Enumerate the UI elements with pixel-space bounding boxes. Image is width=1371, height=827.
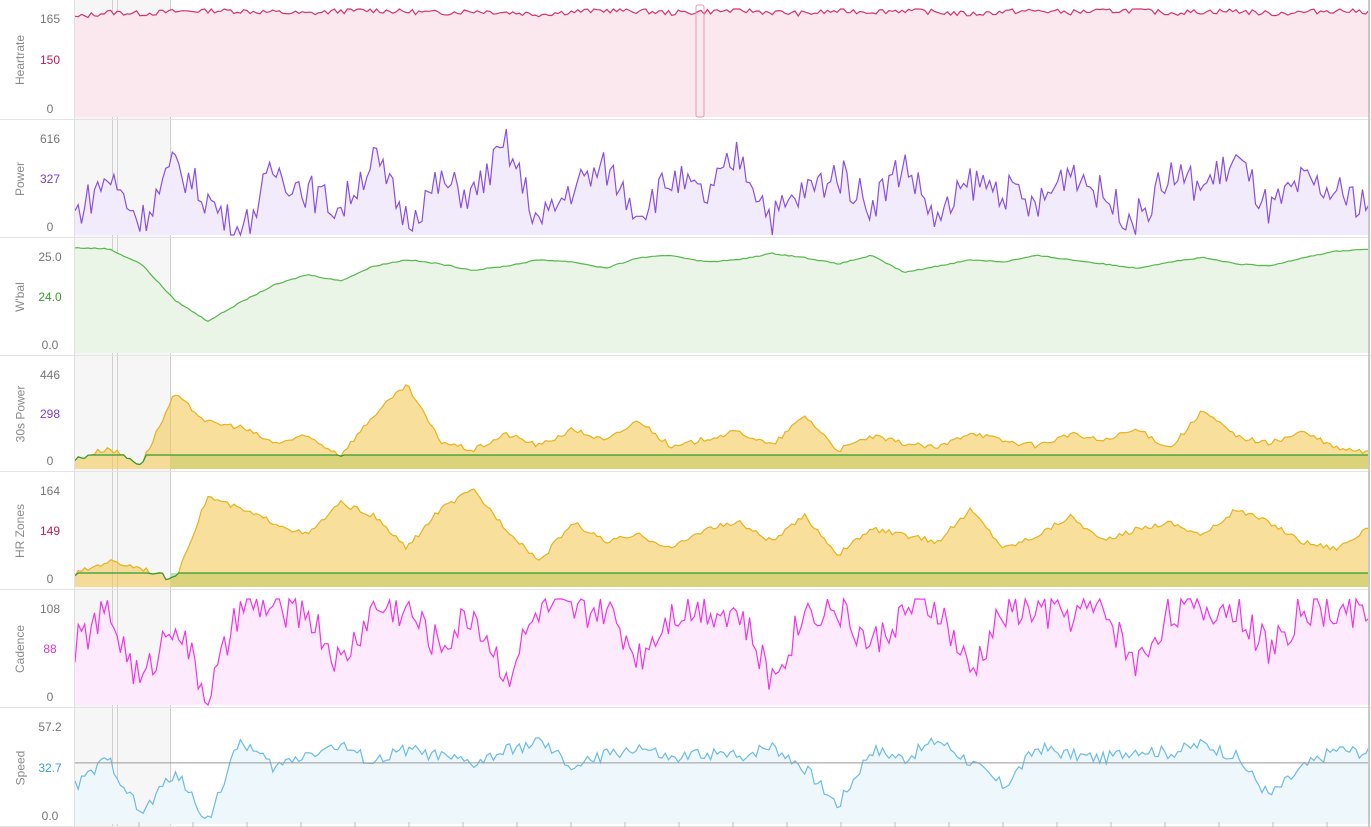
series-area: [75, 384, 1369, 469]
y-tick-label: 0.0: [41, 809, 59, 823]
y-tick-label: 164: [39, 484, 61, 498]
chart-panel-cadence[interactable]: Cadence 108 88 0: [0, 590, 1371, 708]
y-tick-label: 0.0: [41, 338, 59, 352]
plot-area[interactable]: [75, 709, 1369, 826]
series-line: [75, 384, 1369, 466]
chart-panel-hr-zones[interactable]: HR Zones 164 149 0: [0, 472, 1371, 590]
y-tick-label: 446: [39, 368, 61, 382]
series-area: [75, 247, 1369, 353]
y-axis-label-text: 30s Power: [13, 385, 28, 443]
series-area: [75, 9, 1369, 117]
y-tick-label: 25.0: [38, 250, 62, 264]
series-line: [75, 737, 1369, 820]
interval-marker-line: [112, 0, 113, 827]
y-tick-label: 88: [43, 642, 57, 656]
y-tick-label: 149: [39, 524, 61, 538]
y-axis-label-text: Cadence: [13, 624, 28, 674]
chart-panel-w-bal[interactable]: W'bal 25.0 24.0 0.0: [0, 238, 1371, 356]
y-axis-label-text: Power: [12, 161, 27, 197]
series-area: [75, 737, 1369, 824]
y-tick-label: 327: [39, 172, 61, 186]
y-tick-label: 298: [39, 407, 61, 421]
plot-left-border: [74, 0, 75, 827]
y-axis-label-text: Heartrate: [13, 34, 27, 86]
chart-panel-power[interactable]: Power 616 327 0: [0, 120, 1371, 238]
plot-area[interactable]: [75, 473, 1369, 589]
plot-area[interactable]: [75, 239, 1369, 355]
series-line: [75, 247, 1369, 322]
x-axis-ticks: [138, 822, 1328, 827]
y-tick-label: 32.7: [38, 760, 62, 775]
y-axis-label-text: Speed: [12, 750, 27, 785]
y-tick-label: 24.0: [38, 290, 62, 304]
series-line: [75, 488, 1369, 581]
zone-base-line: [75, 572, 1369, 581]
y-tick-label: 0: [46, 220, 54, 234]
series-area: [75, 599, 1369, 705]
plot-area[interactable]: [75, 357, 1369, 471]
y-tick-label: 108: [39, 602, 61, 616]
panel-separator: [0, 237, 1371, 238]
series-area: [75, 129, 1369, 235]
zone-base-line: [75, 454, 1369, 466]
y-axis-label-text: W'bal: [12, 282, 27, 312]
hover-marker[interactable]: [695, 4, 705, 118]
y-tick-label: 150: [39, 53, 61, 67]
series-line: [75, 596, 1369, 707]
y-tick-label: 616: [39, 132, 61, 146]
y-axis-label-text: HR Zones: [13, 503, 27, 559]
plot-area[interactable]: [75, 1, 1369, 119]
y-tick-label: 0: [46, 690, 54, 704]
series-area: [75, 489, 1369, 587]
y-tick-label: 0: [46, 454, 54, 468]
plot-area[interactable]: [75, 591, 1369, 707]
chart-panel-heartrate[interactable]: Heartrate 165 150 0: [0, 0, 1371, 120]
y-tick-label: 57.2: [38, 720, 62, 734]
panel-separator: [0, 119, 1371, 120]
y-tick-label: 0: [46, 572, 54, 586]
series-line: [75, 8, 1369, 19]
scroll-edge[interactable]: [1368, 0, 1370, 827]
panel-separator: [0, 589, 1371, 590]
series-line: [75, 128, 1369, 237]
y-tick-label: 0: [46, 102, 54, 116]
panel-separator: [0, 471, 1371, 472]
plot-area[interactable]: [75, 121, 1369, 237]
interval-marker-line: [117, 0, 118, 827]
panel-separator: [0, 355, 1371, 356]
chart-panel-30s-power[interactable]: 30s Power 446 298 0: [0, 356, 1371, 472]
chart-panel-speed[interactable]: Speed 57.2 32.7 0.0: [0, 708, 1371, 827]
y-tick-label: 165: [39, 12, 61, 26]
panel-separator: [0, 707, 1371, 708]
